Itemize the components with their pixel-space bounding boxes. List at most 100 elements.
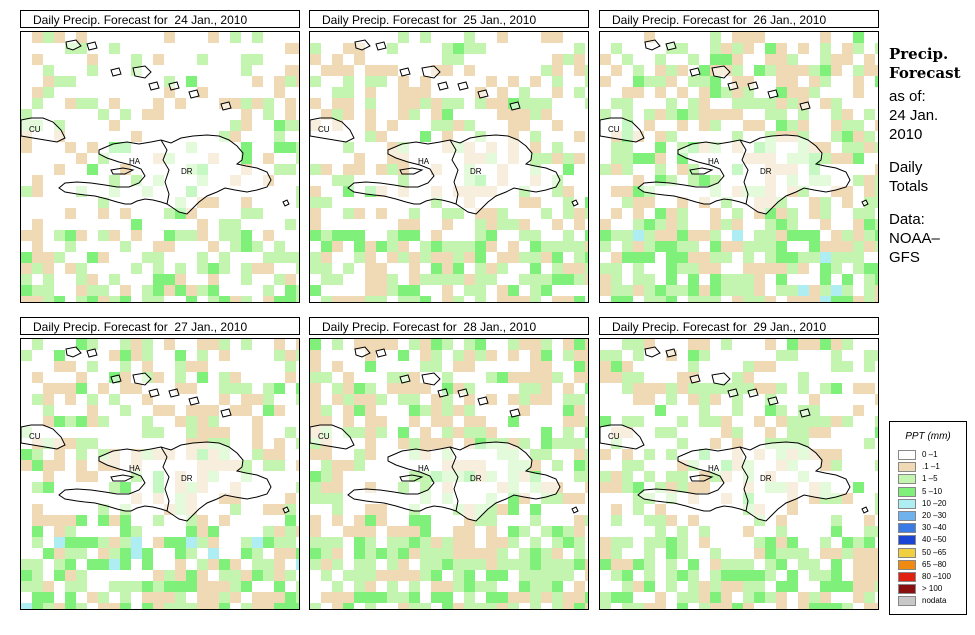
precip-cell (365, 274, 376, 285)
precip-cell (442, 98, 453, 109)
precip-cell (765, 548, 776, 559)
precip-cell (732, 208, 743, 219)
precip-cell (875, 427, 878, 438)
precip-cell (274, 438, 285, 449)
precip-cell (809, 592, 820, 603)
precip-cell (820, 603, 831, 609)
precip-cell (109, 581, 120, 592)
precip-cell (241, 603, 252, 609)
precip-cell (552, 296, 563, 302)
precip-cell (310, 54, 321, 65)
precip-cell (442, 548, 453, 559)
precip-cell (186, 548, 197, 559)
precip-cell (263, 153, 274, 164)
totals-line: Totals (889, 178, 929, 195)
precip-cell (688, 361, 699, 372)
precip-cell (208, 581, 219, 592)
precip-cell (633, 87, 644, 98)
precip-cell (754, 537, 765, 548)
precip-cell (530, 274, 541, 285)
precip-cell (21, 252, 32, 263)
precip-cell (32, 263, 43, 274)
precip-cell (186, 570, 197, 581)
precip-cell (453, 274, 464, 285)
precip-cell (710, 570, 721, 581)
precip-cell (43, 460, 54, 471)
precip-cell (622, 109, 633, 120)
precip-cell (365, 120, 376, 131)
precip-cell (666, 296, 677, 302)
precip-cell (541, 548, 552, 559)
precip-cell (175, 98, 186, 109)
precip-cell (120, 592, 131, 603)
precip-cell (65, 76, 76, 87)
precip-cell (622, 361, 633, 372)
precip-cell (431, 197, 442, 208)
precip-cell (552, 252, 563, 263)
precip-cell (142, 581, 153, 592)
precip-cell (87, 394, 98, 405)
precip-cell (776, 230, 787, 241)
precip-cell (787, 548, 798, 559)
precip-cell (519, 581, 530, 592)
precip-cell (853, 175, 864, 186)
precip-cell (732, 219, 743, 230)
precip-cell (54, 460, 65, 471)
precip-cell (321, 65, 332, 76)
precip-cell (296, 460, 299, 471)
precip-cell (530, 603, 541, 609)
precip-cell (365, 339, 376, 350)
island-outline (132, 372, 152, 386)
precip-cell (354, 537, 365, 548)
precip-cell (442, 274, 453, 285)
precip-cell (611, 263, 622, 274)
island-outline (399, 374, 411, 384)
precip-cell (519, 219, 530, 230)
precip-cell (552, 438, 563, 449)
precip-cell (732, 427, 743, 438)
precip-cell (644, 394, 655, 405)
precip-cell (864, 438, 875, 449)
precip-cell (464, 581, 475, 592)
precip-cell (120, 581, 131, 592)
precip-cell (98, 449, 109, 460)
precip-cell (442, 581, 453, 592)
precip-cell (365, 449, 376, 460)
precip-cell (131, 350, 142, 361)
precip-cell (699, 350, 710, 361)
precip-cell (622, 230, 633, 241)
precip-cell (710, 175, 721, 186)
precip-cell (285, 537, 296, 548)
precip-cell (252, 394, 263, 405)
precip-cell (585, 372, 588, 383)
precip-cell (754, 120, 765, 131)
precip-cell (600, 449, 611, 460)
precip-cell (442, 208, 453, 219)
precip-cell (552, 120, 563, 131)
precip-cell (585, 471, 588, 482)
precip-cell (76, 383, 87, 394)
precip-cell (552, 548, 563, 559)
cuba-outline (21, 424, 66, 450)
precip-cell (332, 241, 343, 252)
precip-cell (497, 548, 508, 559)
precip-cell (721, 570, 732, 581)
precip-cell (574, 460, 585, 471)
precip-cell (354, 208, 365, 219)
precip-cell (563, 438, 574, 449)
precip-cell (530, 361, 541, 372)
precip-cell (398, 427, 409, 438)
precip-cell (186, 416, 197, 427)
precip-cell (296, 350, 299, 361)
precip-cell (43, 603, 54, 609)
precip-cell (230, 120, 241, 131)
precip-cell (552, 142, 563, 153)
precip-cell (787, 76, 798, 87)
precip-cell (76, 32, 87, 43)
precip-cell (710, 592, 721, 603)
precip-cell (431, 361, 442, 372)
precip-cell (76, 548, 87, 559)
precip-cell (853, 230, 864, 241)
precip-cell (263, 526, 274, 537)
island-outline (188, 396, 200, 406)
